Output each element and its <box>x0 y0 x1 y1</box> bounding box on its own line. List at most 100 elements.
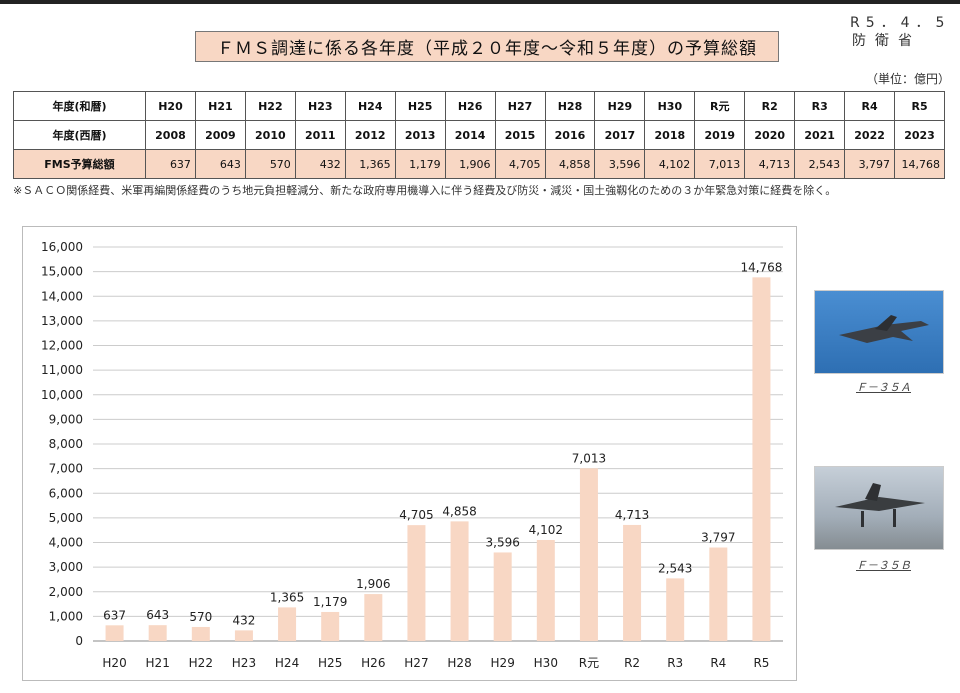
year-cell: 2022 <box>844 120 896 150</box>
organization-name: 防衛省 <box>852 33 921 49</box>
chart-bar <box>191 626 210 641</box>
data-label: 1,365 <box>270 590 304 604</box>
budget-cell: 4,858 <box>544 149 596 179</box>
chart-bar <box>278 607 297 641</box>
y-tick-label: 11,000 <box>41 363 83 377</box>
chart-bar <box>579 468 598 641</box>
year-cell: 2010 <box>244 120 296 150</box>
year-cell: 2008 <box>145 120 196 150</box>
x-tick-label: H29 <box>491 656 515 670</box>
y-tick-label: 12,000 <box>41 339 83 353</box>
chart-bar <box>407 525 426 641</box>
document-date: R5．4．5 <box>850 15 951 31</box>
chart-bar <box>752 277 771 641</box>
data-label: 570 <box>189 610 212 624</box>
chart-bar <box>666 578 685 641</box>
data-label: 14,768 <box>740 260 782 274</box>
era-cell: R2 <box>744 91 796 121</box>
page-title-text: ＦＭＳ調達に係る各年度（平成２０年度〜令和５年度）の予算総額 <box>217 39 757 59</box>
y-tick-label: 7,000 <box>49 462 83 476</box>
y-tick-label: 15,000 <box>41 265 83 279</box>
data-label: 432 <box>232 613 255 627</box>
budget-cell: 570 <box>244 149 296 179</box>
era-cell: H26 <box>444 91 496 121</box>
budget-cell: 7,013 <box>694 149 746 179</box>
data-label: 3,797 <box>701 530 735 544</box>
table-row-year: 年度(西暦) 2008 2009 2010 2011 2012 2013 2014 2015 2… <box>13 120 945 150</box>
x-tick-label: H26 <box>361 656 385 670</box>
year-cell: 2009 <box>194 120 246 150</box>
chart-bar <box>493 552 512 641</box>
x-tick-label: H20 <box>102 656 126 670</box>
y-tick-label: 8,000 <box>49 437 83 451</box>
f35b-caption: Ｆ－３５Ｂ <box>856 559 911 572</box>
x-tick-label: H25 <box>318 656 342 670</box>
x-tick-label: H30 <box>534 656 558 670</box>
table-row-budget: FMS予算総額 637 643 570 432 1,365 1,179 1,906 4,705… <box>13 149 945 179</box>
era-cell: H27 <box>494 91 546 121</box>
budget-cell: 3,596 <box>594 149 646 179</box>
bar-chart: 0 1,000 2,000 3,000 4,000 5,000 6,000 7,000 8,00… <box>41 240 783 670</box>
f35b-photo <box>814 466 944 550</box>
data-label: 637 <box>103 608 126 622</box>
chart-bar <box>321 611 340 641</box>
chart-bar <box>623 524 642 641</box>
year-cell: 2020 <box>744 120 796 150</box>
budget-cell: 2,543 <box>794 149 846 179</box>
y-tick-label: 2,000 <box>49 585 83 599</box>
era-cell: H29 <box>594 91 646 121</box>
unit-label: （単位：億円） <box>866 72 951 86</box>
x-tick-label: R5 <box>753 656 769 670</box>
era-cell: H24 <box>344 91 396 121</box>
top-border <box>0 0 960 4</box>
data-label: 4,858 <box>442 504 476 518</box>
chart-bar <box>450 521 469 641</box>
data-label: 1,179 <box>313 595 347 609</box>
era-cell: H28 <box>544 91 596 121</box>
data-label: 1,906 <box>356 577 390 591</box>
page-title: ＦＭＳ調達に係る各年度（平成２０年度〜令和５年度）の予算総額 <box>195 31 779 62</box>
chart-bar <box>364 594 383 641</box>
chart-bar <box>234 630 253 641</box>
era-cell: H30 <box>644 91 696 121</box>
year-cell: 2021 <box>794 120 846 150</box>
data-label: 643 <box>146 608 169 622</box>
y-tick-label: 14,000 <box>41 289 83 303</box>
year-cell: 2018 <box>644 120 696 150</box>
budget-cell: 4,102 <box>644 149 696 179</box>
data-label: 4,102 <box>529 523 563 537</box>
era-cell: H20 <box>145 91 196 121</box>
x-tick-label: R元 <box>579 656 599 670</box>
year-cell: 2017 <box>594 120 646 150</box>
chart-bar <box>709 547 728 641</box>
era-cell: H23 <box>294 91 346 121</box>
budget-cell: 1,365 <box>344 149 396 179</box>
f35a-photo <box>814 290 944 374</box>
data-label: 3,596 <box>486 535 520 549</box>
table-row-era: 年度(和暦) H20 H21 H22 H23 H24 H25 H26 H27 H28 H29 H30… <box>13 91 945 121</box>
f35a-caption: Ｆ－３５Ａ <box>856 381 911 394</box>
year-cell: 2019 <box>694 120 746 150</box>
budget-cell: 637 <box>145 149 196 179</box>
era-cell: R3 <box>794 91 846 121</box>
data-label: 4,713 <box>615 508 649 522</box>
year-cell: 2015 <box>494 120 546 150</box>
x-tick-label: H22 <box>189 656 213 670</box>
era-cell: R5 <box>894 91 945 121</box>
year-cell: 2011 <box>294 120 346 150</box>
y-tick-label: 4,000 <box>49 536 83 550</box>
jet-icon <box>835 483 925 527</box>
y-tick-label: 5,000 <box>49 511 83 525</box>
row-header-era: 年度(和暦) <box>13 91 146 121</box>
budget-cell: 643 <box>194 149 246 179</box>
x-tick-label: R4 <box>710 656 726 670</box>
era-cell: H25 <box>394 91 446 121</box>
bar-chart-frame: 0 1,000 2,000 3,000 4,000 5,000 6,000 7,000 8,00… <box>22 226 797 681</box>
chart-bar <box>105 625 124 641</box>
year-cell: 2012 <box>344 120 396 150</box>
era-cell: H22 <box>244 91 296 121</box>
y-tick-label: 6,000 <box>49 486 83 500</box>
x-tick-label: R2 <box>624 656 640 670</box>
chart-bar <box>536 539 555 641</box>
x-tick-label: H21 <box>146 656 170 670</box>
